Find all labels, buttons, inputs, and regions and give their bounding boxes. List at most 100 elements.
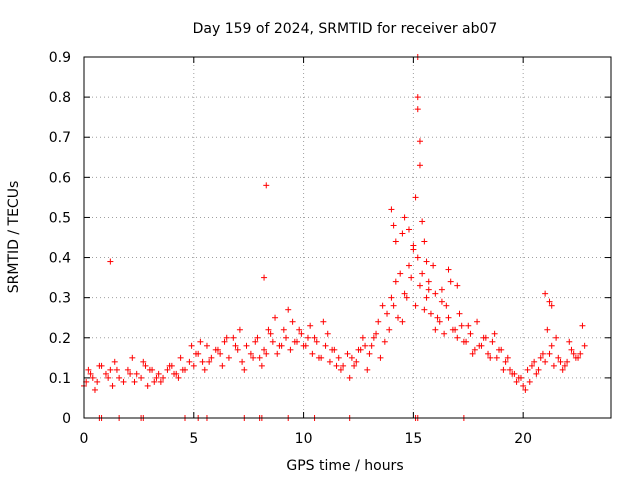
data-point [403, 294, 410, 301]
data-point [432, 326, 439, 333]
data-point [129, 354, 136, 361]
x-tick-label: 15 [404, 431, 422, 447]
data-point [390, 302, 397, 309]
data-point [199, 358, 206, 365]
data-point [550, 362, 557, 369]
data-point [206, 358, 213, 365]
data-point [408, 274, 415, 281]
data-point [559, 366, 566, 373]
data-point [500, 366, 507, 373]
data-point [427, 310, 434, 317]
data-point [414, 94, 421, 101]
data-point [467, 330, 474, 337]
data-point [320, 318, 327, 325]
data-point [377, 354, 384, 361]
data-point [474, 318, 481, 325]
data-point [412, 194, 419, 201]
data-point [362, 342, 369, 349]
data-point [324, 330, 331, 337]
y-axis: 0 0.1 0.2 0.3 0.4 0.5 0.6 0.7 0.8 0.9 [49, 50, 611, 427]
data-point [388, 294, 395, 301]
data-point [313, 338, 320, 345]
data-point [149, 366, 156, 373]
data-point [416, 162, 423, 169]
data-point [401, 214, 408, 221]
data-point [302, 342, 309, 349]
data-point [575, 354, 582, 361]
data-point [445, 266, 452, 273]
data-point [94, 378, 101, 385]
y-tick-label: 0.5 [49, 210, 71, 226]
data-point [379, 302, 386, 309]
data-point [522, 386, 529, 393]
data-point [421, 306, 428, 313]
data-point [89, 374, 96, 381]
data-point [438, 298, 445, 305]
data-point [528, 362, 535, 369]
data-point [370, 334, 377, 341]
data-point [566, 338, 573, 345]
data-point [395, 314, 402, 321]
data-point [274, 350, 281, 357]
data-point [405, 262, 412, 269]
data-point [234, 346, 241, 353]
y-tick-label: 0 [62, 411, 71, 427]
data-point [561, 362, 568, 369]
data-point [239, 358, 246, 365]
data-point [131, 378, 138, 385]
data-point [445, 314, 452, 321]
data-point [219, 362, 226, 369]
data-point [329, 346, 336, 353]
data-point [276, 342, 283, 349]
data-point [155, 370, 162, 377]
data-point [392, 278, 399, 285]
data-point [261, 274, 268, 281]
data-point [454, 334, 461, 341]
data-point [269, 338, 276, 345]
data-point [577, 350, 584, 357]
data-point [423, 294, 430, 301]
data-point [485, 350, 492, 357]
data-point [107, 366, 114, 373]
data-point [346, 374, 353, 381]
data-point [113, 366, 120, 373]
data-point [102, 370, 109, 377]
data-point [91, 386, 98, 393]
data-point [289, 318, 296, 325]
data-point [441, 330, 448, 337]
data-point [309, 350, 316, 357]
data-point [230, 334, 237, 341]
data-point [164, 366, 171, 373]
y-tick-label: 0.6 [49, 170, 71, 186]
data-point [85, 366, 92, 373]
data-point [438, 286, 445, 293]
data-point [111, 358, 118, 365]
data-point [192, 350, 199, 357]
data-point [109, 382, 116, 389]
data-point [388, 206, 395, 213]
data-point [120, 378, 127, 385]
y-axis-label: SRMTID / TECUs [6, 181, 22, 294]
data-point [478, 342, 485, 349]
data-point [368, 342, 375, 349]
data-point [546, 350, 553, 357]
chart-title: Day 159 of 2024, SRMTID for receiver ab0… [193, 21, 498, 37]
data-point [397, 270, 404, 277]
data-point [223, 334, 230, 341]
data-point [544, 326, 551, 333]
x-tick-label: 20 [514, 431, 532, 447]
data-point [359, 334, 366, 341]
data-point [489, 338, 496, 345]
data-point [531, 358, 538, 365]
data-point [179, 366, 186, 373]
data-point [283, 334, 290, 341]
data-point [335, 354, 342, 361]
data-point [267, 330, 274, 337]
data-point [140, 358, 147, 365]
data-point [252, 338, 259, 345]
data-point [482, 334, 489, 341]
data-point [236, 326, 243, 333]
data-point [280, 326, 287, 333]
data-point [555, 354, 562, 361]
data-point [265, 326, 272, 333]
